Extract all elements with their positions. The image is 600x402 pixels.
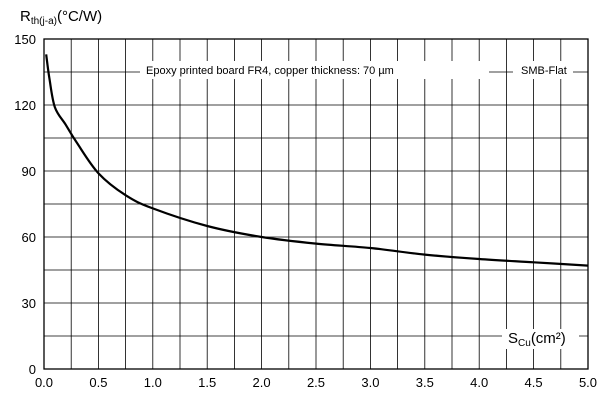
x-tick-label: 3.5 <box>416 375 434 390</box>
y-axis-title-main: R <box>20 8 31 25</box>
grid <box>44 39 588 369</box>
x-axis-title-background <box>502 329 579 349</box>
x-tick-label: 4.0 <box>470 375 488 390</box>
y-tick-labels: 0 30 60 90 120 150 <box>14 32 36 377</box>
x-tick-label: 5.0 <box>579 375 597 390</box>
x-tick-label: 2.5 <box>307 375 325 390</box>
y-axis-title-subscript: th(j-a) <box>31 16 57 27</box>
x-axis-title-subscript: Cu <box>518 338 531 349</box>
y-tick-label: 0 <box>29 362 36 377</box>
y-tick-label: 90 <box>22 164 36 179</box>
series-layer <box>45 54 589 267</box>
package-annotation-background <box>513 61 573 79</box>
package-annotation: SMB-Flat <box>521 65 567 77</box>
x-tick-label: 2.0 <box>253 375 271 390</box>
y-tick-label: 120 <box>14 98 36 113</box>
x-tick-labels: 0.0 0.5 1.0 1.5 2.0 2.5 3.0 3.5 4.0 4.5 5.0 <box>35 375 597 390</box>
condition-annotation: Epoxy printed board FR4, copper thicknes… <box>146 65 394 77</box>
x-axis-title-main: S <box>508 330 518 347</box>
y-tick-label: 60 <box>22 230 36 245</box>
x-tick-label: 3.0 <box>361 375 379 390</box>
y-tick-label: 30 <box>22 296 36 311</box>
plot-frame <box>43 38 589 370</box>
y-tick-label: 150 <box>14 32 36 47</box>
series-line <box>45 54 589 267</box>
x-tick-label: 1.5 <box>198 375 216 390</box>
x-tick-label: 0.5 <box>89 375 107 390</box>
condition-annotation-background <box>140 61 489 79</box>
y-axis-title-unit: (°C/W) <box>57 8 102 25</box>
x-tick-label: 4.5 <box>525 375 543 390</box>
x-tick-label: 1.0 <box>144 375 162 390</box>
y-axis-title: Rth(j-a)(°C/W) <box>20 8 102 27</box>
x-tick-label: 0.0 <box>35 375 53 390</box>
x-axis-title: SCu(cm²) <box>508 330 566 349</box>
x-axis-title-unit: (cm²) <box>531 330 566 347</box>
